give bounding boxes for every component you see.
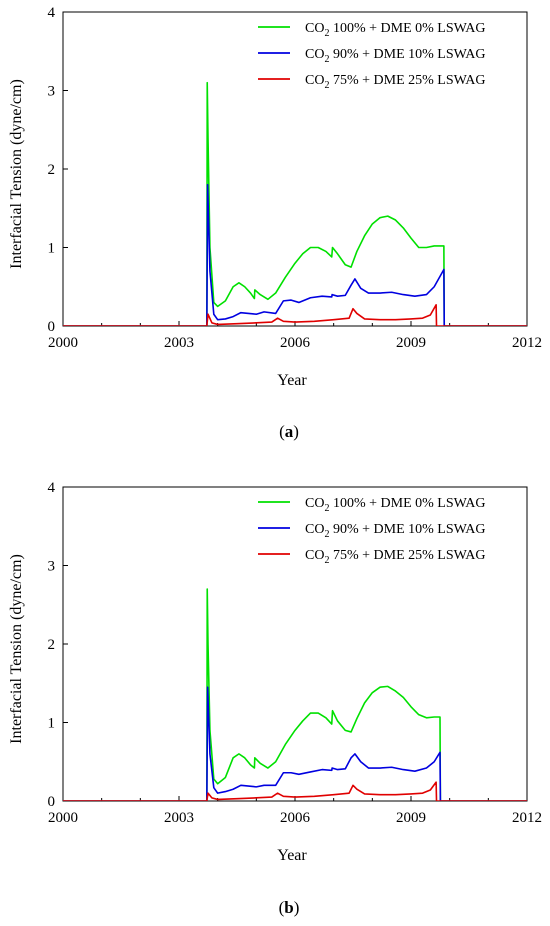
legend-entry-3: CO2 75% + DME 25% LSWAG — [305, 548, 486, 566]
x-tick-label: 2012 — [512, 335, 542, 351]
caption-close: ) — [294, 898, 300, 917]
x-tick-label: 2009 — [396, 335, 426, 351]
panel-caption: (b) — [279, 898, 300, 917]
series-line-3 — [63, 304, 527, 326]
legend-text-pre: CO — [305, 47, 324, 62]
legend-text-pre: CO — [305, 496, 324, 511]
x-tick-label: 2000 — [48, 810, 78, 826]
legend-text-post: 90% + DME 10% LSWAG — [329, 522, 485, 537]
y-tick-label: 0 — [48, 319, 56, 335]
x-tick-label: 2006 — [280, 810, 311, 826]
x-tick-label: 2006 — [280, 335, 311, 351]
y-tick-label: 0 — [48, 794, 56, 810]
x-tick-label: 2012 — [512, 810, 542, 826]
legend-entry-2: CO2 90% + DME 10% LSWAG — [305, 522, 486, 540]
x-tick-label: 2003 — [164, 335, 194, 351]
y-axis-label: Interfacial Tension (dyne/cm) — [8, 554, 25, 744]
caption-letter: b — [284, 898, 293, 917]
legend-entry-1: CO2 100% + DME 0% LSWAG — [305, 496, 486, 514]
legend-text-subscript: 2 — [324, 529, 329, 540]
caption-close: ) — [293, 422, 299, 441]
y-tick-label: 2 — [48, 637, 56, 653]
y-tick-label: 4 — [48, 480, 56, 496]
y-tick-label: 1 — [48, 241, 56, 257]
x-tick-label: 2000 — [48, 335, 78, 351]
legend-text-subscript: 2 — [324, 555, 329, 566]
x-tick-label: 2003 — [164, 810, 194, 826]
x-tick-label: 2009 — [396, 810, 426, 826]
panel-caption: (a) — [279, 422, 299, 441]
series-line-2 — [63, 183, 527, 326]
caption-open: ( — [279, 422, 285, 441]
legend-entry-2: CO2 90% + DME 10% LSWAG — [305, 47, 486, 65]
series-line-1 — [63, 81, 527, 326]
x-axis-label: Year — [277, 372, 307, 389]
x-axis-label: Year — [277, 847, 307, 864]
legend-text-post: 75% + DME 25% LSWAG — [329, 73, 485, 88]
y-tick-label: 1 — [48, 716, 56, 732]
legend-text-subscript: 2 — [324, 28, 329, 39]
legend-entry-3: CO2 75% + DME 25% LSWAG — [305, 73, 486, 91]
y-tick-label: 4 — [48, 5, 56, 21]
legend-text-post: 75% + DME 25% LSWAG — [329, 548, 485, 563]
legend-text-subscript: 2 — [324, 503, 329, 514]
y-tick-label: 3 — [48, 559, 56, 575]
y-tick-label: 2 — [48, 162, 56, 178]
caption-open: ( — [279, 898, 285, 917]
legend-text-post: 90% + DME 10% LSWAG — [329, 47, 485, 62]
legend-text-pre: CO — [305, 522, 324, 537]
legend-text-subscript: 2 — [324, 80, 329, 91]
chart-panel-a: 2000 2003 2006 2009 201201234YearInterfacial… — [8, 5, 542, 441]
y-tick-label: 3 — [48, 84, 56, 100]
legend-text-pre: CO — [305, 21, 324, 36]
caption-letter: a — [285, 422, 294, 441]
chart-panel-b: 2000 2003 2006 2009 201201234YearInterfacial… — [8, 480, 542, 917]
series-line-3 — [63, 781, 527, 801]
legend-entry-1: CO2 100% + DME 0% LSWAG — [305, 21, 486, 39]
series-line-1 — [63, 588, 527, 801]
legend-text-pre: CO — [305, 73, 324, 88]
series-line-2 — [63, 686, 527, 801]
y-axis-label: Interfacial Tension (dyne/cm) — [8, 79, 25, 269]
legend-text-post: 100% + DME 0% LSWAG — [329, 496, 485, 511]
legend-text-pre: CO — [305, 548, 324, 563]
legend-text-subscript: 2 — [324, 54, 329, 65]
legend-text-post: 100% + DME 0% LSWAG — [329, 21, 485, 36]
